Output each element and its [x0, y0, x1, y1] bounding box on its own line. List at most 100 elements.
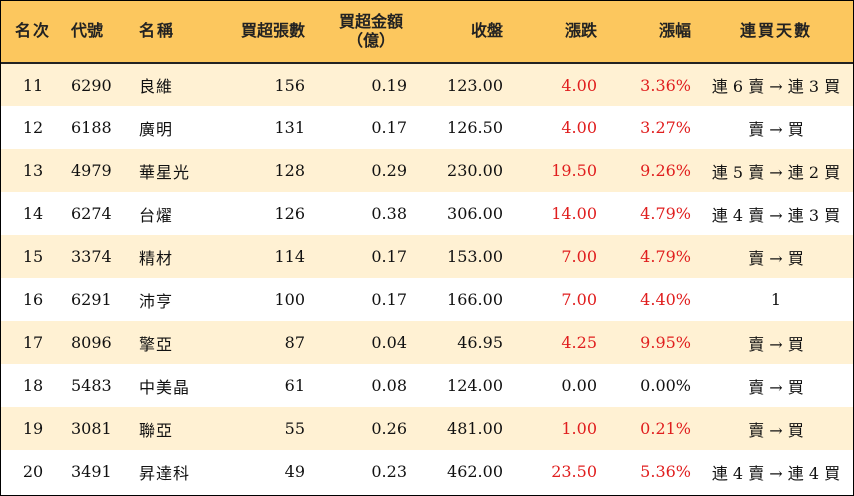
cell-close: 123.00	[447, 75, 503, 95]
cell-days: 賣 → 買	[748, 420, 804, 440]
cell-close: 124.00	[447, 376, 503, 395]
cell-change: 23.50	[551, 462, 597, 481]
header-buy-lots: 買超張數	[223, 1, 313, 64]
cell-rank: 12	[22, 118, 44, 137]
cell-close: 153.00	[447, 247, 503, 266]
cell-change: 4.00	[561, 75, 597, 95]
cell-change: 19.50	[551, 161, 597, 180]
table-row: 11 6290 良維 156 0.19 123.00 4.00 3.36% 連 6 賣 → 連 …	[1, 63, 853, 106]
cell-amount: 0.17	[371, 118, 407, 137]
cell-code: 4979	[71, 161, 112, 180]
cell-close: 126.50	[447, 118, 503, 137]
cell-rank: 16	[22, 290, 44, 309]
cell-code: 6188	[71, 118, 112, 137]
cell-name: 良維	[139, 77, 174, 96]
header-amount-line1: 買超金額	[338, 12, 403, 32]
cell-code: 5483	[71, 376, 112, 395]
cell-days: 連 4 賣 → 連 3 買	[711, 205, 841, 225]
cell-close: 462.00	[447, 462, 503, 481]
cell-amount: 0.26	[371, 419, 407, 438]
cell-code: 6291	[71, 290, 112, 309]
cell-rank: 15	[22, 247, 44, 266]
cell-change: 4.00	[561, 118, 597, 137]
cell-days: 連 6 賣 → 連 3 買	[711, 77, 841, 96]
header-close: 收盤	[415, 1, 511, 64]
cell-change: 1.00	[561, 419, 597, 438]
cell-change: 14.00	[551, 204, 597, 223]
cell-amount: 0.38	[371, 204, 407, 223]
cell-days: 賣 → 買	[748, 334, 804, 354]
cell-amount: 0.17	[371, 247, 407, 266]
header-amount-line2: （億）	[346, 30, 395, 50]
table-row: 15 3374 精材 114 0.17 153.00 7.00 4.79% 賣 → 買	[1, 235, 853, 278]
cell-pct: 9.26%	[640, 161, 691, 180]
cell-code: 3491	[71, 462, 112, 481]
cell-close: 230.00	[447, 161, 503, 180]
cell-amount: 0.19	[371, 75, 407, 95]
cell-buy-lots: 114	[274, 247, 305, 266]
cell-rank: 20	[22, 462, 44, 481]
table-row: 20 3491 昇達科 49 0.23 462.00 23.50 5.36% 連 4 賣 → 連…	[1, 450, 853, 493]
header-code: 代號	[65, 1, 133, 64]
cell-rank: 19	[22, 419, 44, 438]
cell-name: 台燿	[139, 205, 174, 225]
cell-name: 沛亨	[139, 291, 174, 311]
cell-change: 7.00	[561, 247, 597, 266]
cell-amount: 0.17	[371, 290, 407, 309]
cell-pct: 9.95%	[640, 333, 691, 352]
header-change: 漲跌	[511, 1, 605, 64]
cell-code: 6274	[71, 204, 112, 223]
cell-pct: 4.79%	[640, 247, 691, 266]
header-row: 名次 代號 名稱 買超張數 買超金額 （億） 收盤 漲跌 漲幅 連買天數	[1, 1, 853, 64]
table-row: 18 5483 中美晶 61 0.08 124.00 0.00 0.00% 賣 → 買	[1, 364, 853, 407]
cell-days: 連 4 賣 → 連 4 買	[711, 463, 841, 483]
table-header: 名次 代號 名稱 買超張數 買超金額 （億） 收盤 漲跌 漲幅 連買天數	[1, 1, 853, 64]
cell-buy-lots: 126	[274, 204, 305, 223]
table-row: 12 6188 廣明 131 0.17 126.50 4.00 3.27% 賣 → 買	[1, 106, 853, 149]
cell-rank: 11	[22, 75, 44, 95]
header-amount: 買超金額 （億）	[313, 1, 415, 64]
cell-code: 8096	[71, 333, 112, 352]
cell-amount: 0.04	[371, 333, 407, 352]
table-body: 11 6290 良維 156 0.19 123.00 4.00 3.36% 連 6 賣 → 連 …	[1, 63, 853, 493]
cell-rank: 13	[22, 161, 44, 180]
cell-code: 3374	[71, 247, 112, 266]
cell-name: 廣明	[139, 119, 174, 139]
cell-buy-lots: 55	[284, 419, 305, 438]
cell-pct: 3.27%	[640, 118, 691, 137]
cell-pct: 3.36%	[640, 75, 691, 95]
cell-pct: 4.40%	[640, 290, 691, 309]
cell-name: 聯亞	[139, 420, 174, 440]
cell-code: 6290	[71, 75, 112, 95]
cell-name: 中美晶	[139, 377, 191, 397]
cell-days: 賣 → 買	[748, 377, 804, 397]
table-row: 14 6274 台燿 126 0.38 306.00 14.00 4.79% 連 4 賣 → 連…	[1, 192, 853, 235]
cell-rank: 18	[22, 376, 44, 395]
cell-change: 4.25	[561, 333, 597, 352]
cell-pct: 0.00%	[640, 376, 691, 395]
header-days: 連買天數	[699, 1, 853, 64]
cell-close: 306.00	[447, 204, 503, 223]
cell-name: 昇達科	[139, 463, 191, 483]
cell-close: 481.00	[447, 419, 503, 438]
table-row: 19 3081 聯亞 55 0.26 481.00 1.00 0.21% 賣 → 買	[1, 407, 853, 450]
cell-buy-lots: 100	[274, 290, 305, 309]
cell-rank: 17	[22, 333, 44, 352]
cell-buy-lots: 128	[274, 161, 305, 180]
cell-days: 賣 → 買	[748, 248, 804, 268]
header-name: 名稱	[133, 1, 223, 64]
header-pct: 漲幅	[605, 1, 699, 64]
cell-name: 華星光	[139, 162, 191, 182]
table-row: 16 6291 沛亨 100 0.17 166.00 7.00 4.40% 1	[1, 278, 853, 321]
cell-days: 1	[770, 290, 782, 309]
cell-close: 166.00	[447, 290, 503, 309]
header-rank: 名次	[1, 1, 65, 64]
cell-buy-lots: 49	[284, 462, 305, 481]
cell-days: 連 5 賣 → 連 2 買	[711, 162, 841, 182]
cell-name: 擎亞	[139, 334, 174, 354]
cell-buy-lots: 156	[274, 75, 305, 95]
cell-buy-lots: 87	[284, 333, 305, 352]
cell-pct: 5.36%	[640, 462, 691, 481]
